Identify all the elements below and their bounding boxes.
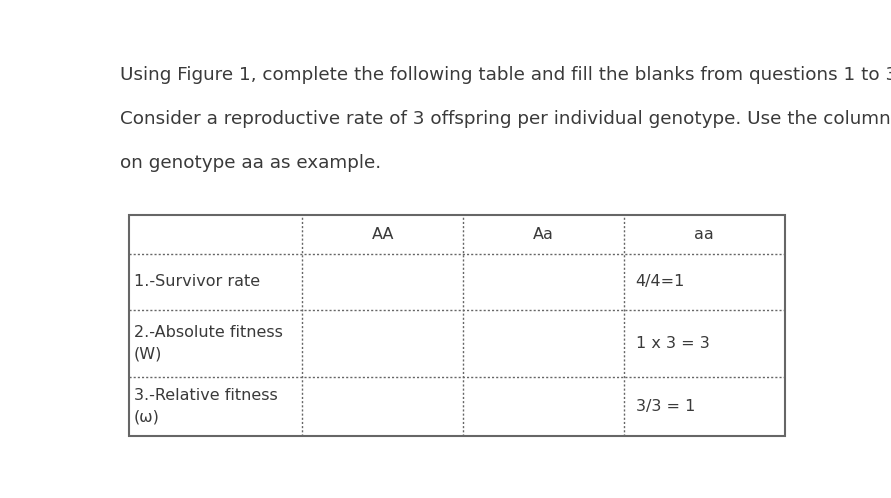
Text: 3.-Relative fitness
(ω): 3.-Relative fitness (ω)	[134, 388, 278, 424]
Text: Using Figure 1, complete the following table and fill the blanks from questions : Using Figure 1, complete the following t…	[119, 66, 891, 84]
Text: 2.-Absolute fitness
(W): 2.-Absolute fitness (W)	[134, 325, 282, 362]
Text: 1.-Survivor rate: 1.-Survivor rate	[134, 274, 260, 289]
Text: Aa: Aa	[533, 227, 554, 242]
Text: 1 x 3 = 3: 1 x 3 = 3	[635, 336, 709, 351]
Text: 3/3 = 1: 3/3 = 1	[635, 399, 695, 414]
Text: AA: AA	[372, 227, 394, 242]
Text: Consider a reproductive rate of 3 offspring per individual genotype. Use the col: Consider a reproductive rate of 3 offspr…	[119, 110, 890, 127]
Text: on genotype aa as example.: on genotype aa as example.	[119, 154, 380, 172]
Text: 4/4=1: 4/4=1	[635, 274, 685, 289]
Text: aa: aa	[694, 227, 715, 242]
